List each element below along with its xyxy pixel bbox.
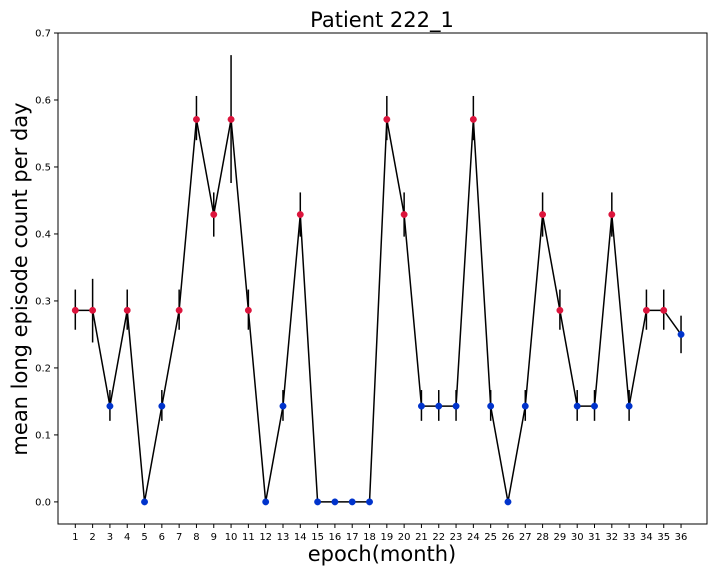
data-point: [417, 402, 425, 410]
data-point: [400, 211, 408, 218]
data-point: [106, 402, 114, 410]
chart-title: Patient 222_1: [310, 8, 454, 33]
data-point: [660, 306, 668, 314]
data-point: [366, 498, 373, 506]
data-point: [175, 306, 183, 314]
x-tick-label: 27: [519, 532, 532, 543]
x-tick-label: 6: [159, 532, 165, 543]
data-point: [193, 115, 200, 123]
y-tick-label: 0.2: [35, 363, 51, 374]
x-axis-label: epoch(month): [308, 542, 457, 566]
data-point: [227, 115, 235, 123]
x-tick-label: 34: [640, 532, 653, 543]
x-tick-label: 1: [72, 532, 78, 543]
x-tick-label: 24: [467, 532, 480, 543]
plot-frame: [57, 32, 708, 525]
x-tick-label: 15: [311, 532, 324, 543]
data-point: [296, 211, 304, 218]
data-point: [539, 211, 547, 218]
x-tick-label: 30: [571, 532, 584, 543]
x-tick-label: 25: [484, 532, 497, 543]
data-point: [573, 402, 581, 410]
data-point: [521, 402, 529, 410]
y-axis: 0.0 0.1 0.2 0.3 0.4 0.5 0.6 0.7: [35, 29, 58, 508]
x-tick-label: 12: [259, 532, 272, 543]
y-tick-label: 0.5: [35, 162, 51, 173]
data-point: [348, 498, 356, 506]
x-tick-label: 36: [675, 532, 688, 543]
data-point: [123, 306, 131, 314]
x-axis: 1 2 3 4 5 6 7 8 9 10 11 12 13 14 15 16 17 18 19 20 21 22 23 24 2…: [72, 524, 687, 543]
series-line: [75, 119, 682, 503]
x-tick-label: 10: [225, 532, 238, 543]
x-tick-label: 3: [107, 532, 113, 543]
data-point: [331, 498, 339, 506]
x-tick-label: 31: [588, 532, 601, 543]
data-point: [556, 306, 564, 314]
data-point: [591, 402, 598, 410]
x-tick-label: 32: [605, 532, 618, 543]
data-point: [210, 211, 218, 218]
x-tick-label: 19: [380, 532, 393, 543]
x-tick-label: 4: [124, 532, 130, 543]
x-tick-label: 29: [554, 532, 567, 543]
data-point: [71, 306, 79, 314]
y-axis-label: mean long episode count per day: [8, 102, 32, 455]
data-point: [244, 306, 252, 314]
data-point: [504, 498, 512, 506]
x-tick-label: 17: [346, 532, 359, 543]
x-tick-label: 13: [277, 532, 290, 543]
data-point: [452, 402, 460, 410]
x-tick-label: 14: [294, 532, 307, 543]
data-point: [608, 211, 616, 218]
x-tick-label: 35: [657, 532, 670, 543]
x-tick-label: 22: [432, 532, 445, 543]
data-point: [625, 402, 633, 410]
y-tick-label: 0.1: [35, 430, 51, 441]
data-point: [383, 115, 391, 123]
y-tick-label: 0.6: [35, 95, 51, 106]
x-tick-label: 5: [141, 532, 147, 543]
error-bars: [74, 55, 682, 421]
y-tick-label: 0.4: [35, 229, 51, 240]
data-point: [158, 402, 166, 410]
x-tick-label: 28: [536, 532, 549, 543]
data-point: [469, 115, 477, 123]
data-point: [677, 330, 685, 338]
y-tick-label: 0.3: [35, 296, 51, 307]
y-tick-label: 0.0: [35, 497, 51, 508]
data-point: [262, 498, 270, 506]
data-point: [314, 498, 322, 506]
y-tick-label: 0.7: [35, 29, 51, 40]
x-tick-label: 21: [415, 532, 428, 543]
data-points: [71, 115, 685, 506]
x-tick-label: 33: [623, 532, 636, 543]
data-point: [141, 498, 148, 506]
data-point: [435, 402, 443, 410]
x-tick-label: 26: [502, 532, 515, 543]
x-tick-label: 16: [329, 532, 342, 543]
x-tick-label: 20: [398, 532, 411, 543]
x-tick-label: 7: [176, 532, 182, 543]
x-tick-label: 9: [211, 532, 217, 543]
x-tick-label: 2: [89, 532, 95, 543]
data-point: [279, 402, 287, 410]
data-point: [89, 306, 97, 314]
x-tick-label: 18: [363, 532, 376, 543]
data-point: [487, 402, 495, 410]
x-tick-label: 8: [193, 532, 199, 543]
x-tick-label: 23: [450, 532, 463, 543]
data-point: [642, 306, 650, 314]
x-tick-label: 11: [242, 532, 255, 543]
